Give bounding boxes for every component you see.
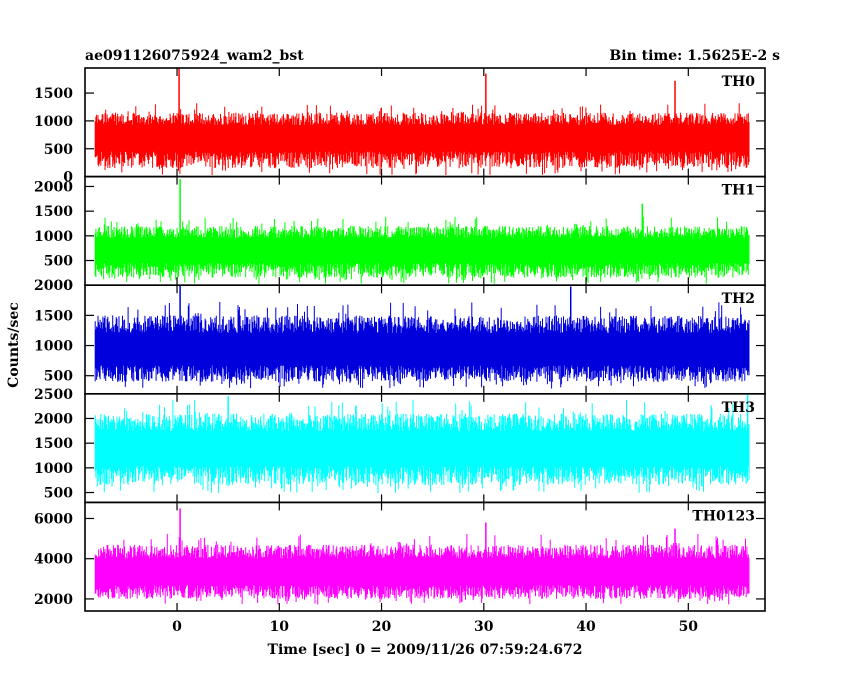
y-tick-label: 0 bbox=[63, 170, 73, 186]
y-tick-label: 500 bbox=[44, 486, 73, 502]
x-tick-label: 50 bbox=[679, 619, 699, 635]
panel-th2: 500 1000 1500 2000 TH2 bbox=[34, 278, 766, 395]
y-tick-label: 1000 bbox=[34, 229, 73, 245]
y-tick-label: 1500 bbox=[34, 308, 73, 324]
light-curve-series bbox=[94, 301, 750, 389]
y-tick-label: 1000 bbox=[34, 461, 73, 477]
panel-th1: 0 500 1000 1500 2000 TH1 bbox=[34, 175, 766, 294]
panel-th0123: 2000 4000 6000 TH0123 bbox=[34, 501, 766, 612]
y-tick-label: 1500 bbox=[34, 204, 73, 220]
light-curve-series bbox=[94, 216, 750, 284]
x-axis-label: Time [sec] 0 = 2009/11/26 07:59:24.672 bbox=[268, 642, 583, 658]
y-axis-label: Counts/sec bbox=[6, 302, 22, 388]
y-tick-label: 6000 bbox=[34, 511, 73, 527]
panel-name-label: TH1 bbox=[722, 183, 755, 199]
x-tick-label: 30 bbox=[474, 619, 494, 635]
x-tick-label: 10 bbox=[270, 619, 290, 635]
x-tick-label: 0 bbox=[172, 619, 182, 635]
panel-name-label: TH2 bbox=[722, 291, 755, 307]
x-tick-label: 40 bbox=[576, 619, 596, 635]
panel-name-label: TH3 bbox=[722, 400, 755, 416]
panel-th3: 500 1000 1500 2000 2500 TH3 bbox=[34, 387, 766, 504]
y-tick-label: 1000 bbox=[34, 339, 73, 355]
light-curve-series bbox=[94, 533, 750, 605]
y-tick-label: 1500 bbox=[34, 86, 73, 102]
y-tick-label: 0 bbox=[63, 278, 73, 294]
y-tick-label: 4000 bbox=[34, 552, 73, 568]
y-tick-label: 2000 bbox=[34, 278, 73, 294]
light-curve-series bbox=[94, 399, 750, 494]
x-tick-label: 20 bbox=[372, 619, 392, 635]
panels-group: 0 500 1000 1500 TH0 0 500 1000 1500 2000 TH1 500 100… bbox=[34, 67, 766, 612]
panel-name-label: TH0 bbox=[722, 74, 756, 90]
y-tick-label: 500 bbox=[44, 142, 73, 158]
y-tick-label: 2500 bbox=[34, 387, 73, 403]
y-tick-label: 500 bbox=[44, 254, 73, 270]
observation-id-title: ae091126075924_wam2_bst bbox=[85, 48, 304, 64]
panel-th0: 0 500 1000 1500 TH0 bbox=[34, 67, 766, 186]
y-tick-label: 2000 bbox=[34, 411, 73, 427]
y-tick-label: 500 bbox=[44, 369, 73, 385]
panel-frame bbox=[84, 501, 766, 612]
bin-time-label: Bin time: 1.5625E-2 s bbox=[609, 48, 780, 64]
x-axis: 0 10 20 30 40 50 bbox=[172, 619, 698, 635]
y-tick-label: 2000 bbox=[34, 592, 73, 608]
y-tick-label: 2000 bbox=[34, 179, 73, 195]
panel-name-label: TH0123 bbox=[692, 508, 755, 524]
y-tick-label: 1000 bbox=[34, 114, 73, 130]
y-tick-label: 1500 bbox=[34, 436, 73, 452]
light-curve-series bbox=[94, 103, 750, 175]
